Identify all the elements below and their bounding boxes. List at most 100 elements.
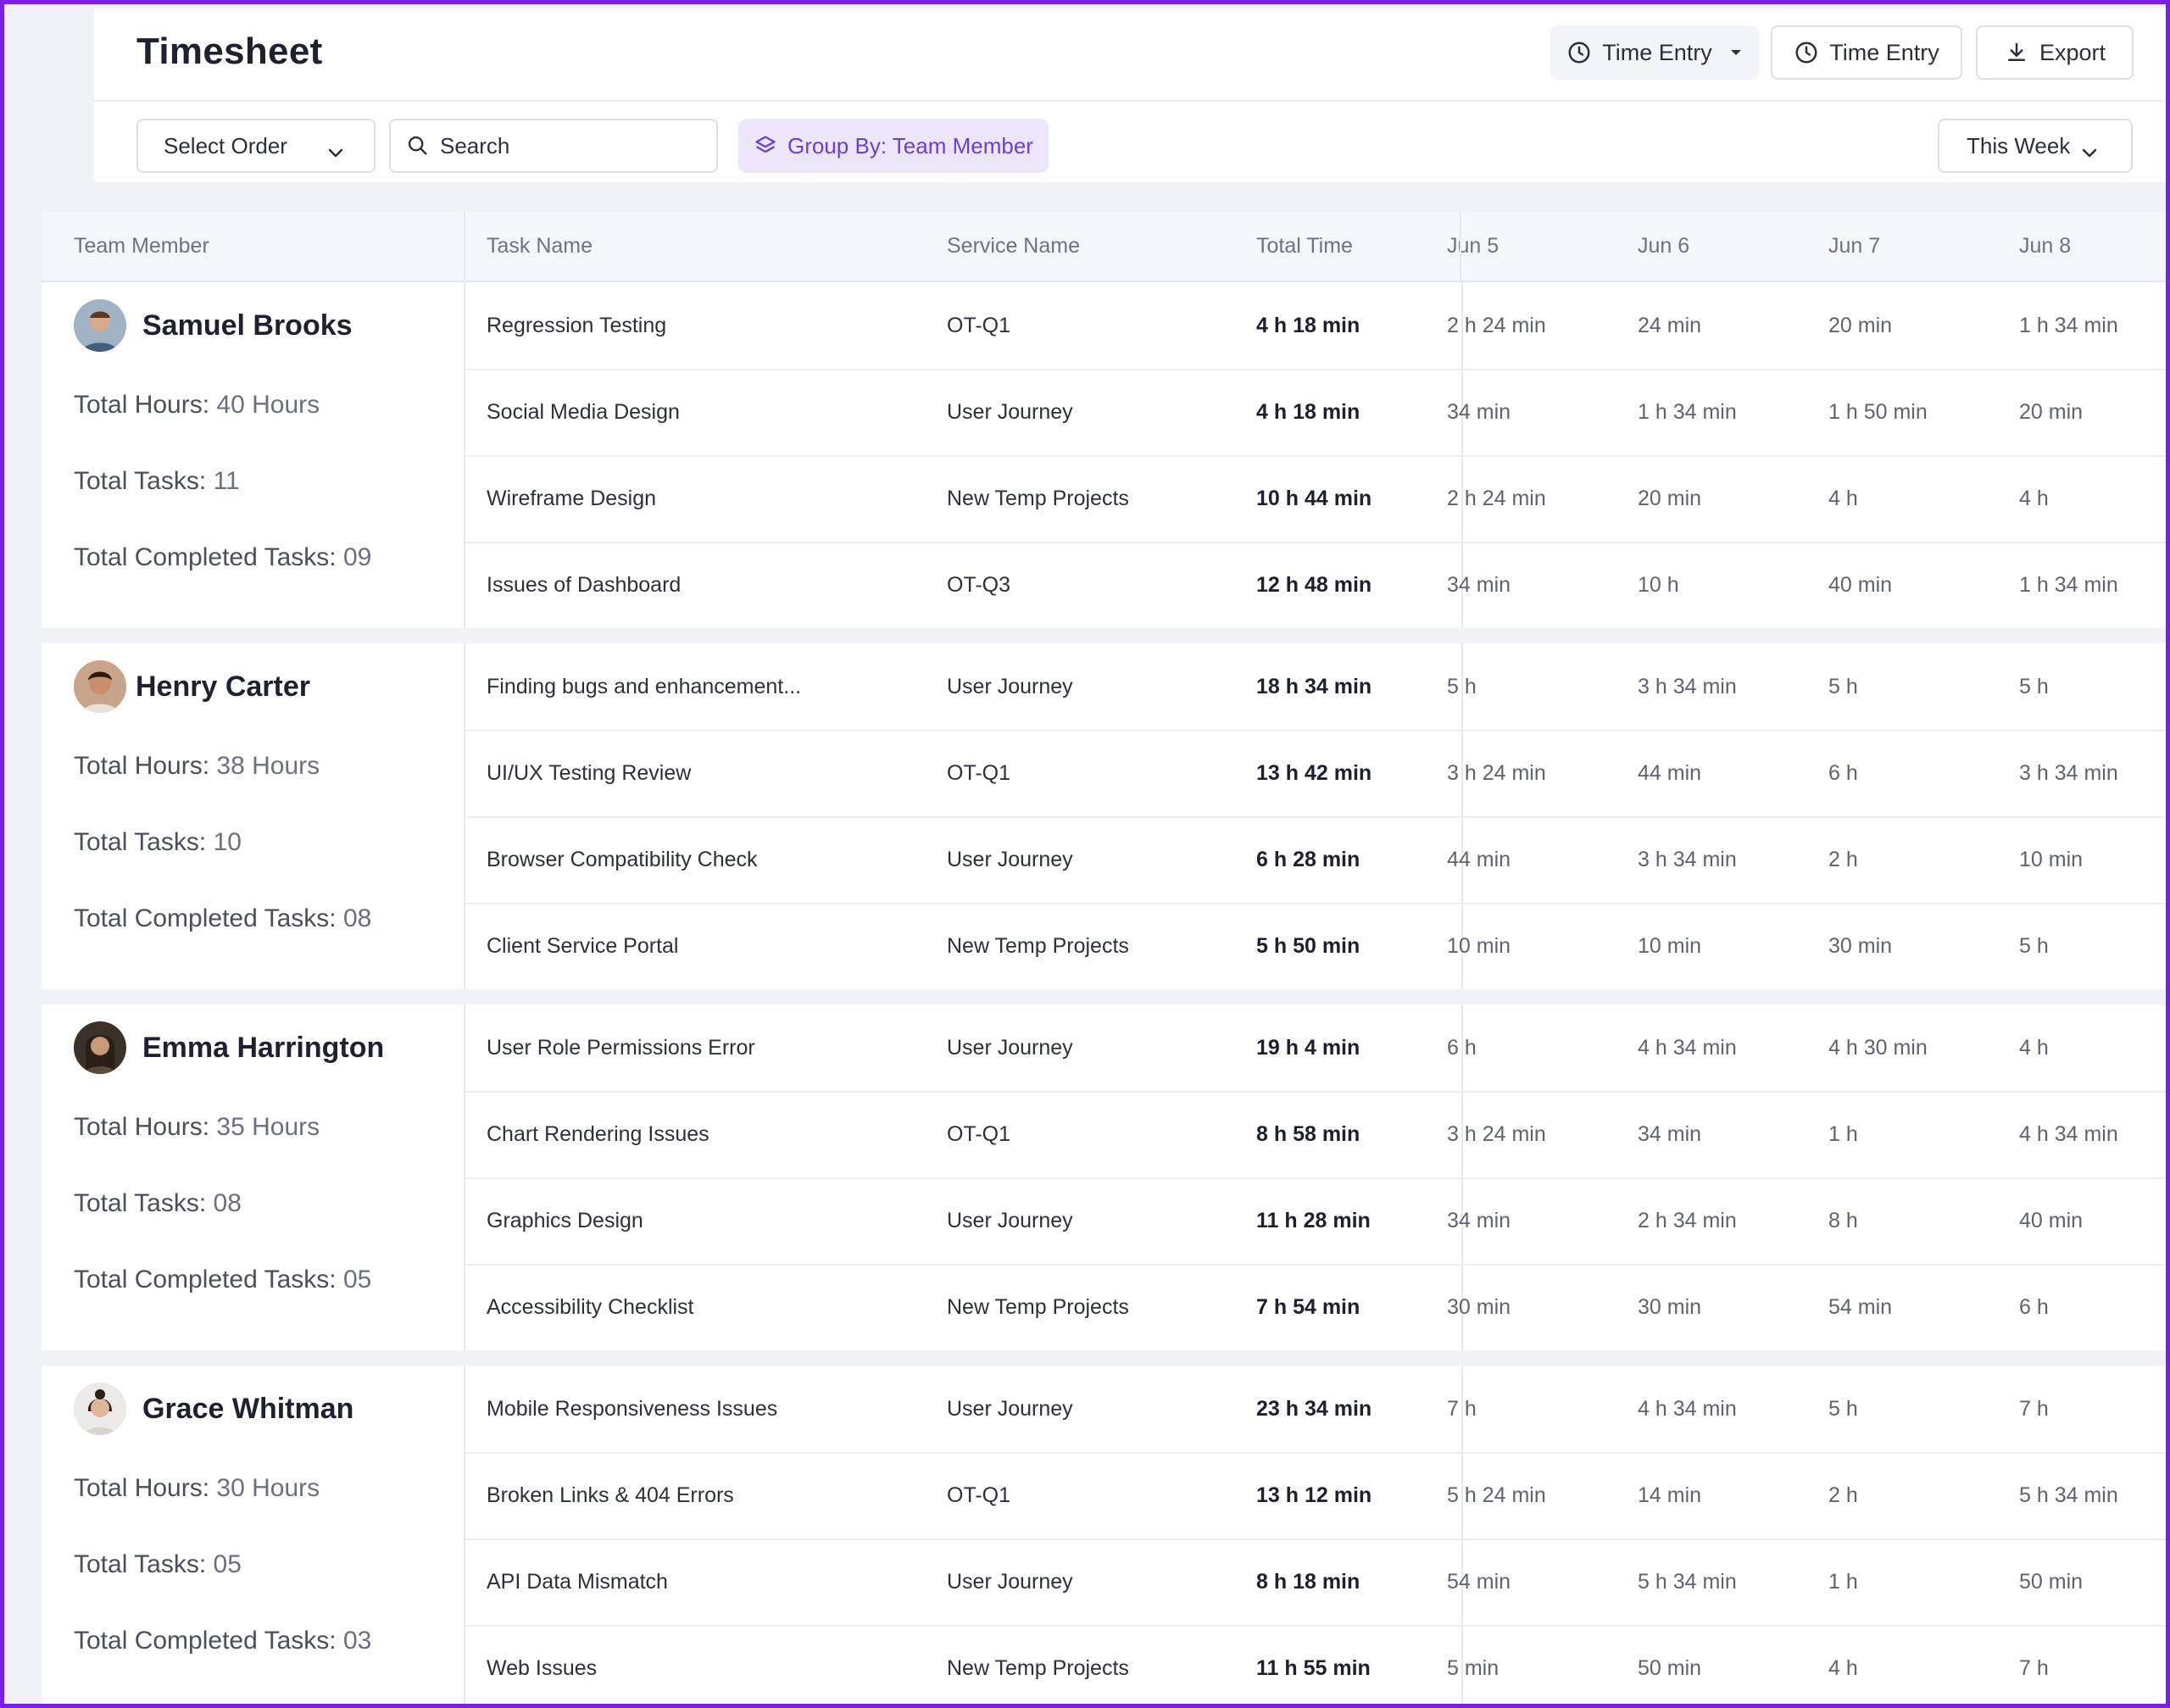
total-time: 11 h 55 min (1256, 1656, 1371, 1680)
table-row[interactable]: Broken Links & 404 Errors OT-Q1 13 h 12 … (465, 1452, 2166, 1540)
time-entry-button[interactable]: Time Entry (1771, 25, 1962, 80)
member-name[interactable]: Henry Carter (136, 670, 310, 703)
member-group: Grace Whitman Total Hours: 30 Hours Tota… (42, 1366, 2166, 1704)
time-entry-dropdown-label: Time Entry (1602, 39, 1712, 65)
date-range-dropdown[interactable]: This Week (1938, 119, 2133, 173)
total-time: 12 h 48 min (1256, 573, 1372, 597)
table-row[interactable]: API Data Mismatch User Journey 8 h 18 mi… (465, 1538, 2166, 1627)
day-time-jun-6: 2 h 34 min (1638, 1209, 1737, 1232)
row-divider (1461, 369, 1463, 455)
table-row[interactable]: Regression Testing OT-Q1 4 h 18 min 2 h … (465, 282, 2166, 370)
day-time-jun-7: 40 min (1828, 573, 1893, 597)
total-hours-value: 38 Hours (216, 752, 320, 780)
total-time: 13 h 12 min (1256, 1483, 1372, 1507)
table-row[interactable]: Mobile Responsiveness Issues User Journe… (465, 1366, 2166, 1454)
header-divider (1460, 211, 1461, 281)
layers-icon (754, 134, 777, 158)
day-time-jun-5: 3 h 24 min (1447, 761, 1546, 785)
day-time-jun-7: 4 h (1828, 487, 1858, 510)
total-completed-value: 08 (342, 904, 372, 932)
group-by-label: Group By: Team Member (787, 132, 1033, 159)
day-time-jun-6: 44 min (1638, 761, 1702, 785)
task-name: Broken Links & 404 Errors (487, 1483, 734, 1507)
day-time-jun-5: 6 h (1447, 1036, 1477, 1060)
day-time-jun-7: 1 h (1828, 1122, 1858, 1146)
group-by-button[interactable]: Group By: Team Member (738, 119, 1049, 173)
time-entry-dropdown[interactable]: Time Entry (1550, 25, 1759, 80)
row-divider (1461, 903, 1463, 989)
clock-icon (1566, 40, 1592, 65)
row-divider (1461, 455, 1463, 542)
row-divider (1461, 1538, 1463, 1625)
select-order-dropdown[interactable]: Select Order (136, 119, 376, 173)
column-header-total-time[interactable]: Total Time (1256, 234, 1353, 258)
clock-icon (1794, 40, 1819, 65)
table-row[interactable]: Issues of Dashboard OT-Q3 12 h 48 min 34… (465, 542, 2166, 628)
day-time-jun-5: 2 h 24 min (1447, 487, 1546, 510)
column-header-service-name[interactable]: Service Name (947, 234, 1080, 258)
table-row[interactable]: UI/UX Testing Review OT-Q1 13 h 42 min 3… (465, 730, 2166, 818)
column-header-jun-8[interactable]: Jun 8 (2019, 234, 2072, 258)
table-row[interactable]: Web Issues New Temp Projects 11 h 55 min… (465, 1625, 2166, 1704)
day-time-jun-5: 54 min (1447, 1570, 1511, 1594)
row-divider (1461, 1004, 1463, 1091)
day-time-jun-8: 6 h (2019, 1295, 2049, 1319)
service-name: User Journey (947, 1036, 1073, 1060)
caret-down-icon (1729, 48, 1743, 57)
day-time-jun-8: 5 h (2019, 675, 2049, 698)
task-name: Wireframe Design (487, 487, 657, 510)
total-tasks: Total Tasks: 08 (74, 1189, 242, 1217)
day-time-jun-6: 50 min (1638, 1656, 1702, 1680)
column-header-jun-5[interactable]: Jun 5 (1447, 234, 1500, 258)
day-time-jun-7: 30 min (1828, 934, 1893, 958)
day-time-jun-5: 10 min (1447, 934, 1511, 958)
member-name[interactable]: Samuel Brooks (142, 309, 353, 342)
page-title: Timesheet (136, 31, 323, 72)
service-name: User Journey (947, 400, 1073, 424)
row-divider (1461, 1625, 1463, 1704)
day-time-jun-6: 3 h 34 min (1638, 675, 1737, 698)
table-row[interactable]: Browser Compatibility Check User Journey… (465, 816, 2166, 904)
table-row[interactable]: User Role Permissions Error User Journey… (465, 1004, 2166, 1093)
total-tasks-label: Total Tasks (74, 1189, 199, 1217)
column-header-jun-6[interactable]: Jun 6 (1638, 234, 1690, 258)
header-divider (464, 211, 465, 281)
total-completed-tasks: Total Completed Tasks: 09 (74, 543, 372, 571)
member-summary: Henry Carter Total Hours: 38 Hours Total… (42, 643, 465, 989)
member-name[interactable]: Emma Harrington (142, 1032, 385, 1064)
export-button[interactable]: Export (1976, 25, 2134, 80)
avatar (74, 660, 126, 713)
total-tasks-value: 10 (213, 828, 242, 856)
table-row[interactable]: Accessibility Checklist New Temp Project… (465, 1264, 2166, 1350)
day-time-jun-7: 20 min (1828, 314, 1893, 337)
export-label: Export (2039, 39, 2106, 65)
table-row[interactable]: Chart Rendering Issues OT-Q1 8 h 58 min … (465, 1091, 2166, 1179)
row-divider (1461, 816, 1463, 903)
table-row[interactable]: Finding bugs and enhancement... User Jou… (465, 643, 2166, 732)
table-row[interactable]: Wireframe Design New Temp Projects 10 h … (465, 455, 2166, 543)
table-row[interactable]: Client Service Portal New Temp Projects … (465, 903, 2166, 989)
column-header-jun-7[interactable]: Jun 7 (1828, 234, 1881, 258)
task-name: Finding bugs and enhancement... (487, 675, 802, 698)
total-tasks-value: 11 (213, 467, 240, 495)
task-name: Browser Compatibility Check (487, 848, 758, 871)
service-name: New Temp Projects (947, 1295, 1129, 1319)
table-row[interactable]: Social Media Design User Journey 4 h 18 … (465, 369, 2166, 457)
service-name: New Temp Projects (947, 934, 1129, 958)
total-completed-tasks: Total Completed Tasks: 05 (74, 1266, 372, 1294)
column-header-task-name[interactable]: Task Name (487, 234, 593, 258)
task-name: Mobile Responsiveness Issues (487, 1397, 778, 1421)
search-input[interactable]: Search (389, 119, 718, 173)
day-time-jun-8: 20 min (2019, 400, 2084, 424)
table-row[interactable]: Graphics Design User Journey 11 h 28 min… (465, 1177, 2166, 1266)
day-time-jun-6: 4 h 34 min (1638, 1036, 1737, 1060)
member-name[interactable]: Grace Whitman (142, 1393, 354, 1425)
day-time-jun-5: 34 min (1447, 573, 1511, 597)
row-divider (1461, 730, 1463, 816)
total-time: 6 h 28 min (1256, 848, 1360, 871)
date-range-label: This Week (1967, 132, 2071, 159)
column-header-team-member[interactable]: Team Member (74, 234, 209, 258)
row-divider (1461, 1366, 1463, 1452)
total-hours: Total Hours: 30 Hours (74, 1474, 320, 1502)
total-time: 4 h 18 min (1256, 314, 1360, 337)
